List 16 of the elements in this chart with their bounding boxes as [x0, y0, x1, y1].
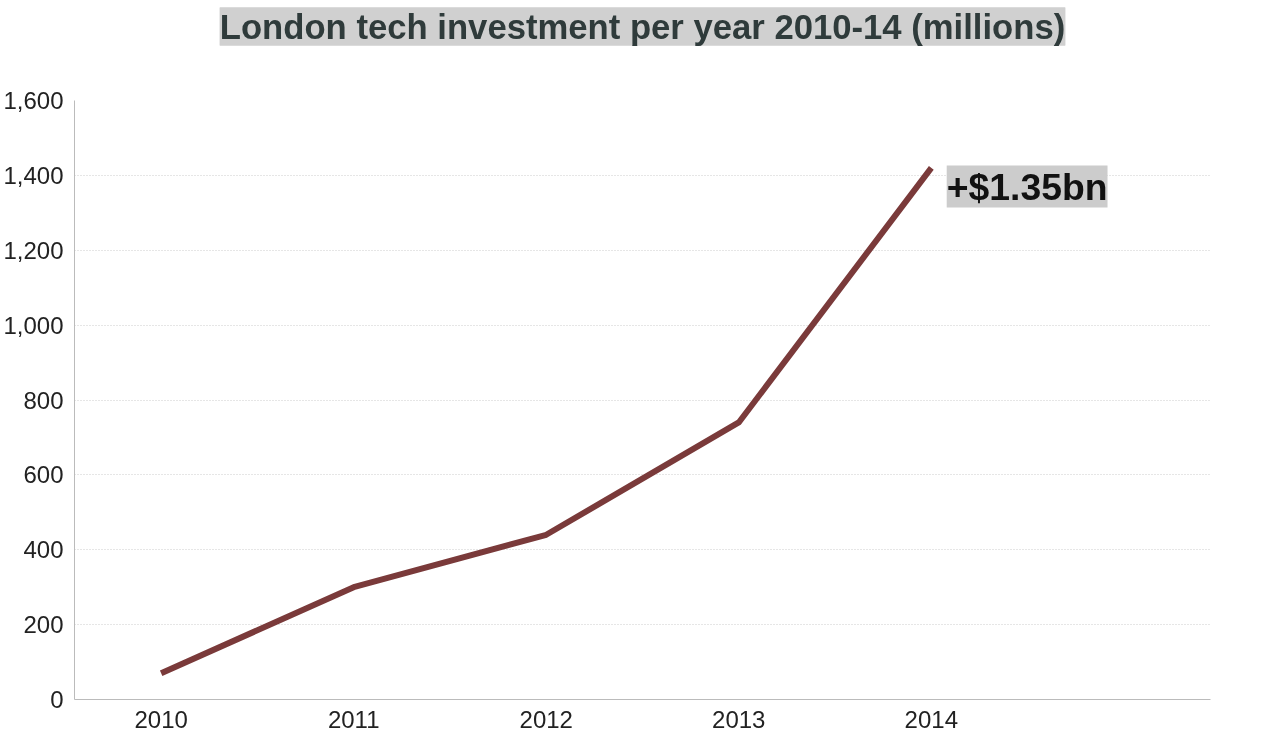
- x-tick-label: 2013: [712, 705, 766, 733]
- x-tick-label: 2014: [904, 705, 959, 733]
- x-tick-label: 2012: [519, 705, 573, 733]
- y-tick-label: 600: [23, 461, 64, 489]
- y-tick-label: 1,600: [3, 87, 64, 114]
- x-tick-label: 2011: [327, 705, 380, 733]
- y-tick-label: 0: [50, 686, 64, 713]
- x-tick-label: 2010: [134, 705, 188, 733]
- y-tick-label: 400: [23, 536, 64, 564]
- chart-title: London tech investment per year 2010-14 (millions): [219, 7, 1066, 46]
- y-tick-label: 200: [23, 611, 64, 639]
- y-tick-label: 1,200: [3, 236, 64, 264]
- annotation: +$1.35bn: [946, 165, 1108, 208]
- y-tick-label: 800: [23, 386, 64, 414]
- y-tick-label: 1,000: [3, 311, 64, 339]
- y-tick-label: 1,400: [3, 161, 64, 189]
